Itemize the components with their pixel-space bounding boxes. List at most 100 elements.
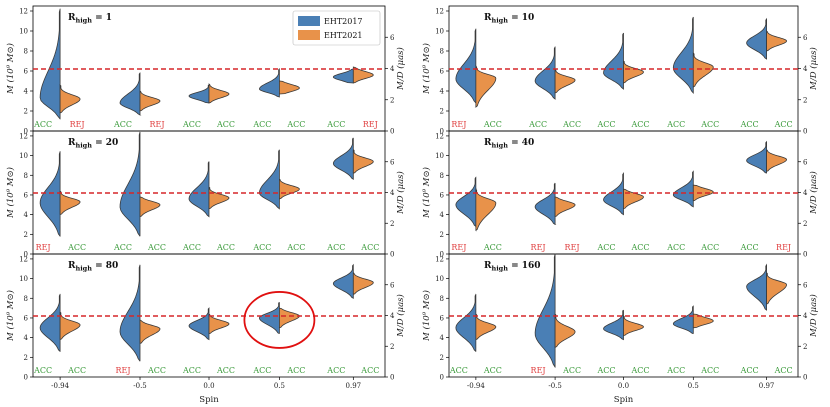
violin-eht2017 — [332, 263, 354, 299]
verdict-label: REJ — [363, 120, 378, 129]
violin-eht2017 — [746, 140, 767, 174]
violin-eht2021 — [692, 184, 714, 202]
verdict-label: ACC — [252, 120, 271, 129]
verdict-label: ACC — [326, 243, 345, 252]
right-y-tick-label: 0 — [390, 128, 394, 136]
violin-eht2021 — [352, 149, 374, 174]
right-y-axis-label: M/D (μas) — [395, 171, 406, 215]
legend: EHT2017 EHT2021 — [292, 10, 381, 46]
right-y-axis-label: M/D (μas) — [808, 294, 819, 338]
violin-eht2021 — [692, 313, 714, 329]
violin-eht2021 — [208, 313, 230, 335]
violin-eht2017 — [534, 46, 557, 100]
y-axis-label: M (10⁹ M⊙) — [421, 43, 432, 95]
violin-eht2017 — [746, 17, 767, 60]
verdict-label: ACC — [483, 366, 502, 375]
violin-eht2021 — [692, 51, 714, 88]
violin-eht2017 — [258, 301, 280, 335]
y-tick-label: 0 — [440, 128, 444, 136]
y-tick-label: 8 — [440, 295, 444, 303]
y-tick-label: 8 — [440, 48, 444, 56]
violin-eht2021 — [474, 65, 497, 108]
violin-eht2017 — [455, 28, 477, 104]
x-tick-label: 0.97 — [759, 382, 775, 390]
panel-title: Rhigh = 10 — [484, 13, 534, 25]
verdict-label: ACC — [147, 366, 166, 375]
verdict-label: REJ — [531, 243, 546, 252]
violin-eht2017 — [672, 305, 694, 335]
verdict-label: REJ — [565, 243, 580, 252]
violin-eht2021 — [766, 272, 787, 305]
verdict-label: ACC — [666, 243, 685, 252]
x-axis-label: Spin — [199, 395, 219, 405]
verdict-label: ACC — [483, 120, 502, 129]
verdict-label: ACC — [182, 243, 201, 252]
right-y-tick-label: 4 — [390, 189, 395, 197]
verdict-label: ACC — [596, 243, 615, 252]
verdict-label: ACC — [740, 243, 759, 252]
violin-eht2017 — [603, 309, 624, 341]
verdict-label: ACC — [449, 366, 468, 375]
y-tick-label: 2 — [24, 108, 28, 116]
y-tick-label: 10 — [435, 152, 444, 160]
y-tick-label: 4 — [440, 211, 445, 219]
x-tick-label: 0.5 — [274, 382, 285, 390]
verdict-label: REJ — [531, 366, 546, 375]
violin-eht2021 — [279, 307, 300, 329]
legend-swatch — [298, 16, 320, 26]
x-tick-label: -0.94 — [51, 382, 69, 390]
x-tick-label: -0.94 — [467, 382, 485, 390]
y-tick-label: 12 — [19, 132, 28, 140]
violin-eht2017 — [188, 84, 210, 104]
violin-eht2021 — [208, 83, 230, 104]
violin-eht2017 — [603, 172, 624, 216]
y-tick-label: 4 — [24, 88, 29, 96]
y-tick-label: 12 — [19, 255, 28, 263]
verdict-label: ACC — [700, 366, 719, 375]
y-tick-label: 4 — [24, 334, 29, 342]
right-y-tick-label: 0 — [390, 251, 394, 259]
right-y-tick-label: 6 — [803, 158, 808, 166]
verdict-label: ACC — [562, 366, 581, 375]
highlight-circle — [243, 291, 316, 349]
verdict-label: ACC — [360, 366, 379, 375]
y-axis-label: M (10⁹ M⊙) — [421, 290, 432, 342]
verdict-label: ACC — [666, 366, 685, 375]
verdict-label: ACC — [252, 366, 271, 375]
y-tick-label: 10 — [19, 152, 28, 160]
violin-eht2017 — [455, 293, 477, 353]
y-tick-label: 4 — [440, 334, 445, 342]
violin-eht2017 — [188, 307, 210, 341]
violin-eht2021 — [59, 84, 81, 114]
right-y-axis-label: M/D (μas) — [808, 171, 819, 215]
panel-1: 0 2 4 6 8 10 12 0 2 4 6 M (10⁹ M⊙) M/D (μas) ACC REJ AC… — [5, 5, 406, 136]
y-tick-label: 4 — [24, 211, 29, 219]
verdict-label: REJ — [115, 366, 130, 375]
y-tick-label: 6 — [24, 68, 29, 76]
violin-eht2017 — [39, 293, 61, 352]
verdict-label: ACC — [216, 243, 235, 252]
verdict-label: ACC — [528, 120, 547, 129]
verdict-label: ACC — [326, 366, 345, 375]
right-y-axis-label: M/D (μas) — [395, 47, 406, 91]
y-tick-label: 12 — [435, 255, 444, 263]
verdict-label: ACC — [596, 120, 615, 129]
violin-eht2021 — [766, 149, 787, 172]
legend-swatch — [298, 30, 320, 40]
violin-eht2021 — [554, 313, 576, 348]
y-tick-label: 10 — [19, 275, 28, 283]
right-y-tick-label: 4 — [390, 312, 395, 320]
right-y-tick-label: 2 — [803, 96, 807, 104]
y-tick-label: 8 — [440, 172, 444, 180]
right-y-axis-label: M/D (μas) — [395, 294, 406, 338]
y-tick-label: 0 — [24, 128, 28, 136]
verdict-label: ACC — [596, 366, 615, 375]
verdict-label: ACC — [67, 243, 86, 252]
verdict-label: ACC — [286, 243, 305, 252]
verdict-label: ACC — [113, 120, 132, 129]
verdict-label: ACC — [740, 120, 759, 129]
verdict-label: ACC — [562, 120, 581, 129]
x-tick-label: 0.97 — [346, 382, 362, 390]
y-axis-label: M (10⁹ M⊙) — [5, 43, 16, 95]
violin-eht2021 — [623, 60, 644, 84]
